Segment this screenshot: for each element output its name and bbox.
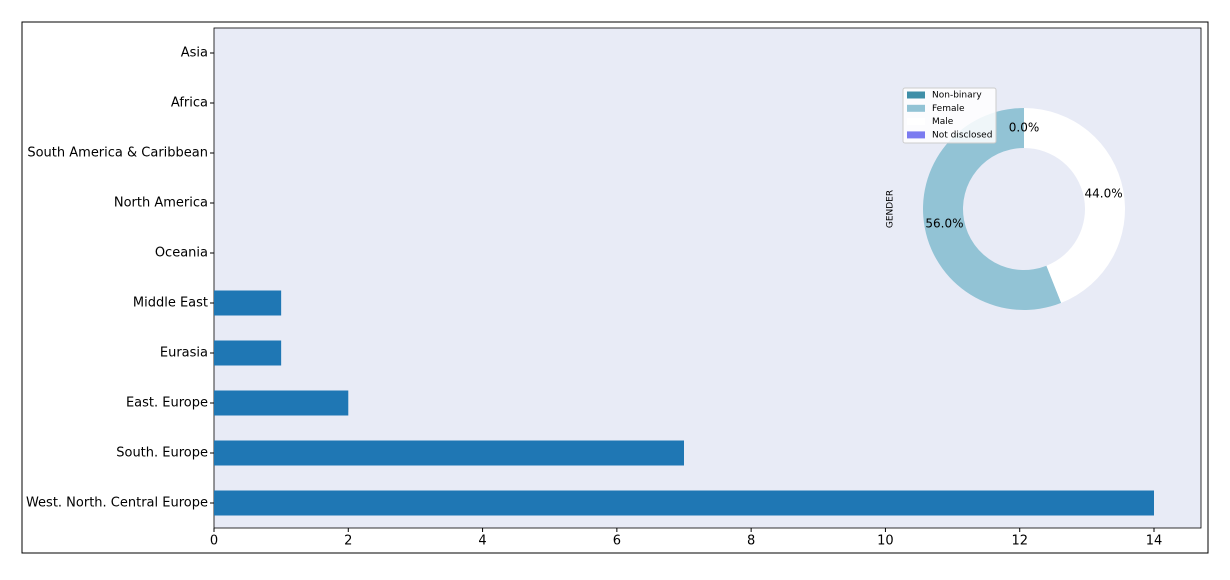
y-tick-label: East. Europe — [126, 396, 208, 411]
x-tick-label: 10 — [877, 534, 894, 549]
x-tick-label: 0 — [210, 534, 218, 549]
legend-label: Female — [932, 104, 965, 114]
y-tick-label: Middle East — [133, 296, 208, 311]
y-tick-label: West. North. Central Europe — [26, 496, 208, 511]
bar — [214, 490, 1154, 516]
y-tick-label: Oceania — [155, 246, 208, 261]
x-tick-label: 2 — [344, 534, 352, 549]
legend-label: Male — [932, 117, 954, 127]
x-tick-label: 12 — [1011, 534, 1028, 549]
legend-swatch — [907, 118, 925, 126]
legend-swatch — [907, 131, 925, 139]
y-tick-label: South. Europe — [116, 446, 208, 461]
x-tick-label: 4 — [478, 534, 486, 549]
y-tick-label: Eurasia — [160, 346, 208, 361]
pie-value-label: 0.0% — [1009, 121, 1040, 135]
pie-wedge — [922, 108, 1062, 310]
legend-label: Not disclosed — [932, 130, 992, 140]
x-tick-label: 8 — [747, 534, 755, 549]
y-tick-label: South America & Caribbean — [27, 146, 208, 161]
bar — [214, 440, 684, 466]
x-tick-label: 6 — [613, 534, 621, 549]
pie-ylabel: GENDER — [886, 190, 896, 228]
bar — [214, 390, 349, 416]
legend-box — [902, 87, 997, 144]
pie-wedge — [1024, 107, 1125, 303]
bar — [214, 340, 282, 366]
pie-value-label: 44.0% — [1085, 186, 1123, 200]
y-tick-label: North America — [114, 196, 208, 211]
legend-label: Non-binary — [932, 91, 982, 101]
x-tick-label: 14 — [1146, 534, 1163, 549]
y-tick-label: Asia — [181, 46, 208, 61]
bar — [214, 290, 282, 316]
y-tick-label: Africa — [171, 96, 208, 111]
pie-value-label: 56.0% — [925, 217, 963, 231]
legend-swatch — [907, 91, 925, 99]
legend-swatch — [907, 104, 925, 112]
